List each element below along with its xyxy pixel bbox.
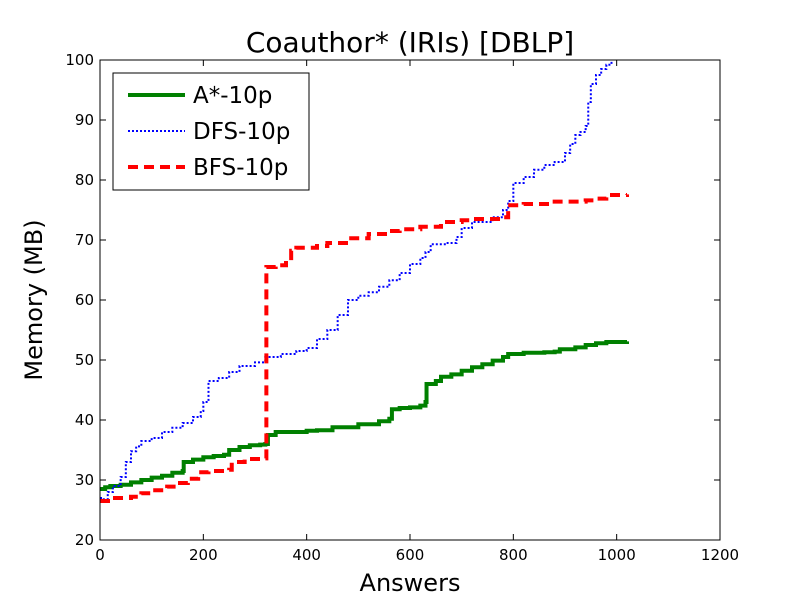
y-tick-label: 50 [75,351,94,369]
legend-label: BFS-10p [193,155,288,181]
x-tick-label: 1200 [701,546,739,564]
y-tick-label: 20 [75,531,94,549]
legend: A*-10p DFS-10p BFS-10p [112,72,310,191]
y-tick-label: 70 [75,231,94,249]
y-tick-label: 80 [75,171,94,189]
y-tick-label: 100 [65,51,94,69]
x-tick-label: 1000 [598,546,636,564]
x-axis-title: Answers [360,569,461,597]
series-layer [100,60,629,503]
x-tick-label: 400 [292,546,321,564]
y-tick-label: 30 [75,471,94,489]
series-line-0 [100,340,629,491]
x-tick-label: 0 [95,546,105,564]
x-tick-label: 200 [189,546,218,564]
y-tick-label: 90 [75,111,94,129]
series-line-2 [100,193,629,503]
x-tick-label: 800 [499,546,528,564]
x-tick-label: 600 [396,546,425,564]
y-tick-label: 60 [75,291,94,309]
chart-title: Coauthor* (IRIs) [DBLP] [246,26,574,59]
y-axis-title: Memory (MB) [20,219,48,380]
series-line-1 [100,60,613,501]
legend-label: DFS-10p [193,119,290,145]
ticks-layer: 0 200 400 600 800 1000 1200 20 30 40 50 60 70 80 90 100 [65,51,739,564]
y-tick-label: 40 [75,411,94,429]
legend-label: A*-10p [193,83,272,109]
